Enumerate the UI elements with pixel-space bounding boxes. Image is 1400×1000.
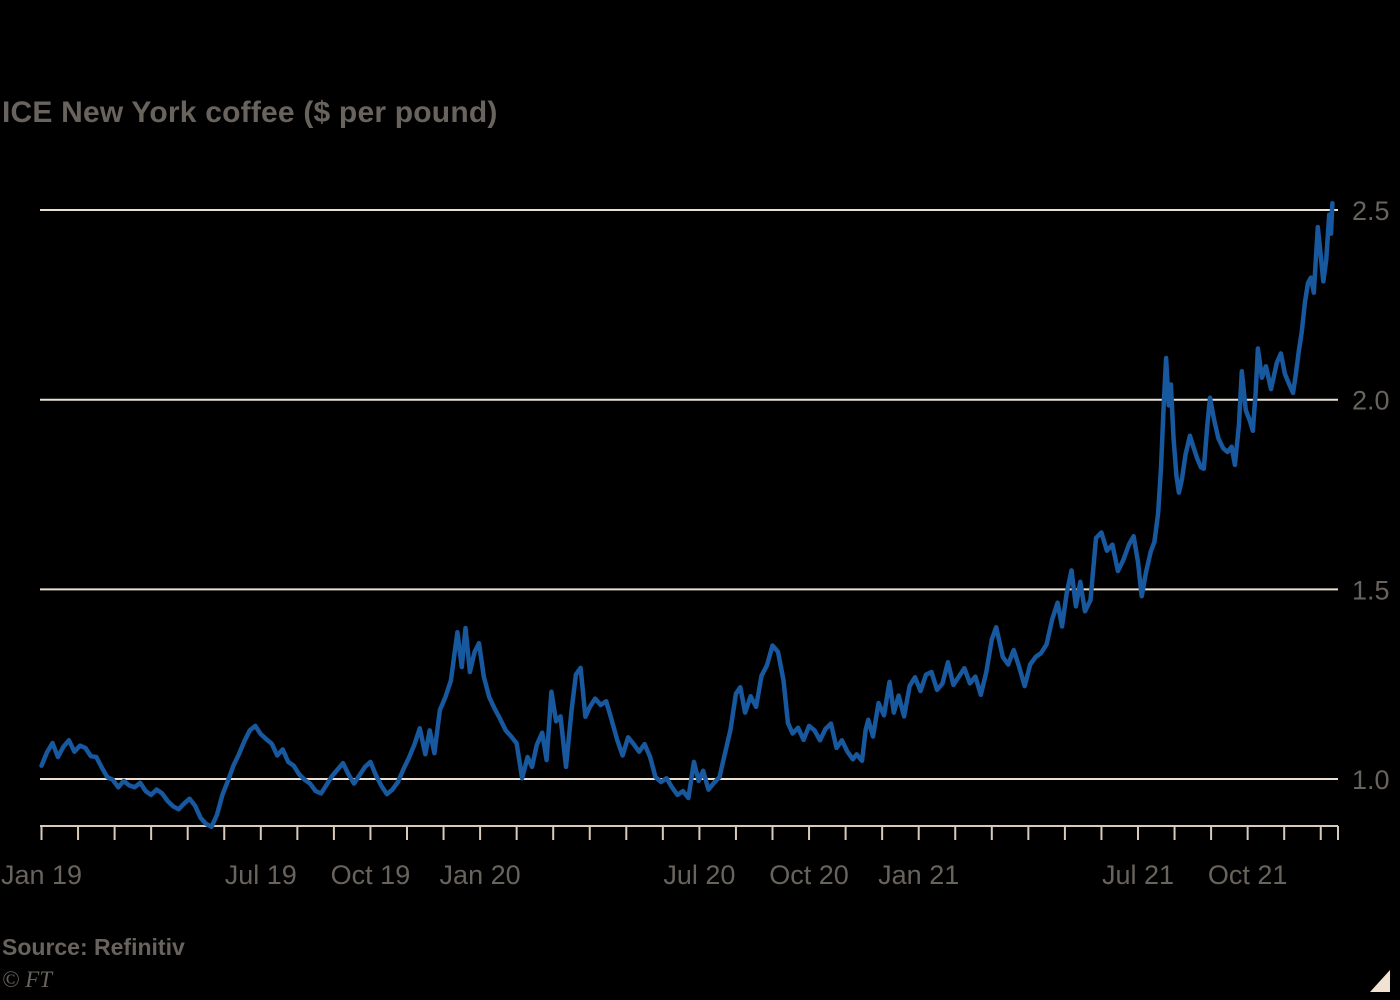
- x-axis-label: Jul 20: [663, 860, 735, 890]
- x-axis-label: Oct 20: [769, 860, 849, 890]
- y-axis-label: 2.0: [1352, 386, 1390, 416]
- resize-corner-triangle: [1370, 970, 1390, 992]
- x-axis-label: Oct 21: [1208, 860, 1288, 890]
- x-axis-label: Jul 21: [1102, 860, 1174, 890]
- y-axis-label: 2.5: [1352, 196, 1390, 226]
- ft-copyright: © FT: [2, 967, 53, 992]
- x-axis-label: Oct 19: [331, 860, 411, 890]
- y-axis-label: 1.5: [1352, 575, 1390, 605]
- x-axis-label: Jan 21: [878, 860, 959, 890]
- x-axis-label: Jan 20: [440, 860, 521, 890]
- x-axis-label: Jul 19: [225, 860, 297, 890]
- y-axis-label: 1.0: [1352, 765, 1390, 795]
- chart-title: ICE New York coffee ($ per pound): [2, 96, 498, 129]
- price-line-series: [39, 200, 1335, 830]
- source-label: Source: Refinitiv: [2, 934, 185, 960]
- x-axis-label: Jan 19: [1, 860, 82, 890]
